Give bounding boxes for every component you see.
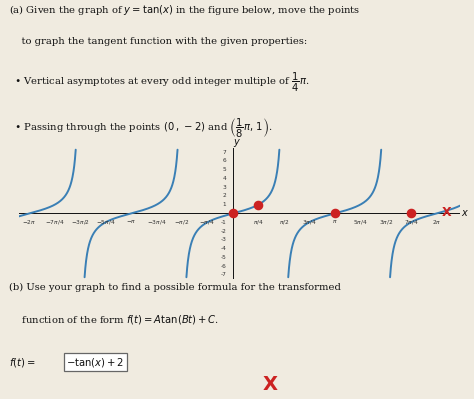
Text: $-\pi$: $-\pi$: [126, 218, 137, 225]
Point: [229, 210, 237, 217]
Text: $y$: $y$: [233, 137, 241, 149]
Text: $7\pi/4$: $7\pi/4$: [404, 218, 419, 226]
Text: $-\pi/2$: $-\pi/2$: [174, 218, 190, 226]
Text: -4: -4: [220, 246, 227, 251]
Text: 1: 1: [223, 202, 227, 207]
Point: [407, 210, 415, 217]
Text: $f(t) =$: $f(t) =$: [9, 356, 36, 369]
Text: 4: 4: [223, 176, 227, 181]
Text: $-\pi/4$: $-\pi/4$: [200, 218, 215, 226]
Text: $x$: $x$: [461, 208, 470, 219]
Point: [255, 201, 262, 208]
Text: 5: 5: [223, 167, 227, 172]
Text: $-7\pi/4$: $-7\pi/4$: [45, 218, 64, 226]
Text: 7: 7: [223, 150, 227, 154]
Text: 3: 3: [223, 185, 227, 190]
Text: $\pi$: $\pi$: [332, 218, 337, 225]
Text: X: X: [263, 375, 278, 394]
Text: function of the form $f(t) = A\tan(Bt) + C$.: function of the form $f(t) = A\tan(Bt) +…: [9, 313, 219, 326]
Text: X: X: [442, 205, 452, 219]
Text: (a) Given the graph of $y = \tan(x)$ in the figure below, move the points: (a) Given the graph of $y = \tan(x)$ in …: [9, 3, 361, 17]
Text: $\bullet$ Passing through the points $(0\,,\,-2)$ and $\left(\dfrac{1}{8}\pi,\,1: $\bullet$ Passing through the points $(0…: [14, 117, 273, 140]
Text: $-3\pi/2$: $-3\pi/2$: [71, 218, 90, 226]
Text: -2: -2: [220, 229, 227, 233]
Text: -1: -1: [221, 220, 227, 225]
Text: $\pi/4$: $\pi/4$: [253, 218, 264, 226]
Text: -6: -6: [221, 264, 227, 269]
Text: $-3\pi/4$: $-3\pi/4$: [147, 218, 166, 226]
Text: $-\tan(x) + 2$: $-\tan(x) + 2$: [66, 356, 125, 369]
Text: $\bullet$ Vertical asymptotes at every odd integer multiple of $\dfrac{1}{4}\pi$: $\bullet$ Vertical asymptotes at every o…: [14, 71, 310, 94]
Point: [331, 210, 338, 217]
Text: $2\pi$: $2\pi$: [432, 218, 441, 226]
Text: to graph the tangent function with the given properties:: to graph the tangent function with the g…: [9, 37, 308, 46]
Text: $-2\pi$: $-2\pi$: [22, 218, 36, 226]
Text: $3\pi/2$: $3\pi/2$: [379, 218, 393, 226]
Text: -3: -3: [220, 237, 227, 242]
Text: -5: -5: [220, 255, 227, 260]
Text: 6: 6: [223, 158, 227, 163]
Text: -7: -7: [220, 273, 227, 277]
Text: (b) Use your graph to find a possible formula for the transformed: (b) Use your graph to find a possible fo…: [9, 283, 341, 292]
Text: 2: 2: [223, 194, 227, 198]
Text: $5\pi/4$: $5\pi/4$: [353, 218, 367, 226]
Text: $-5\pi/4$: $-5\pi/4$: [96, 218, 115, 226]
Text: $\pi/2$: $\pi/2$: [279, 218, 289, 226]
Text: $3\pi/4$: $3\pi/4$: [302, 218, 317, 226]
